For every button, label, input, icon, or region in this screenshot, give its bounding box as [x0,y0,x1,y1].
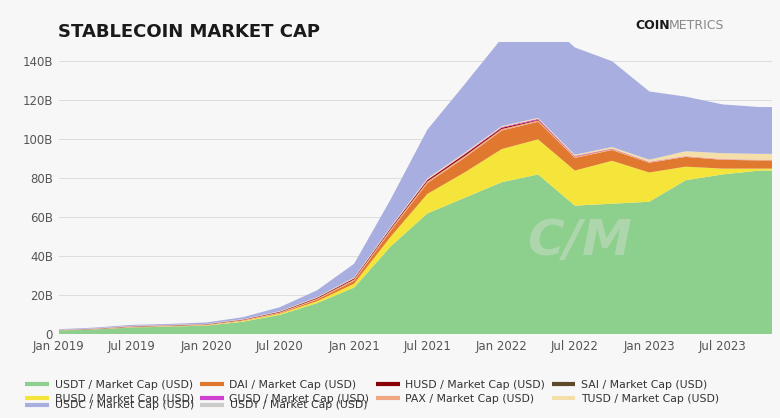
Legend: USDC / Market Cap (USD), USDY / Market Cap (USD): USDC / Market Cap (USD), USDY / Market C… [21,396,371,415]
Text: STABLECOIN MARKET CAP: STABLECOIN MARKET CAP [58,23,321,41]
Legend: USDT / Market Cap (USD), BUSD / Market Cap (USD), DAI / Market Cap (USD), GUSD /: USDT / Market Cap (USD), BUSD / Market C… [21,376,723,408]
Text: COIN: COIN [636,19,670,32]
Text: METRICS: METRICS [669,19,725,32]
Text: C/M: C/M [527,217,632,265]
